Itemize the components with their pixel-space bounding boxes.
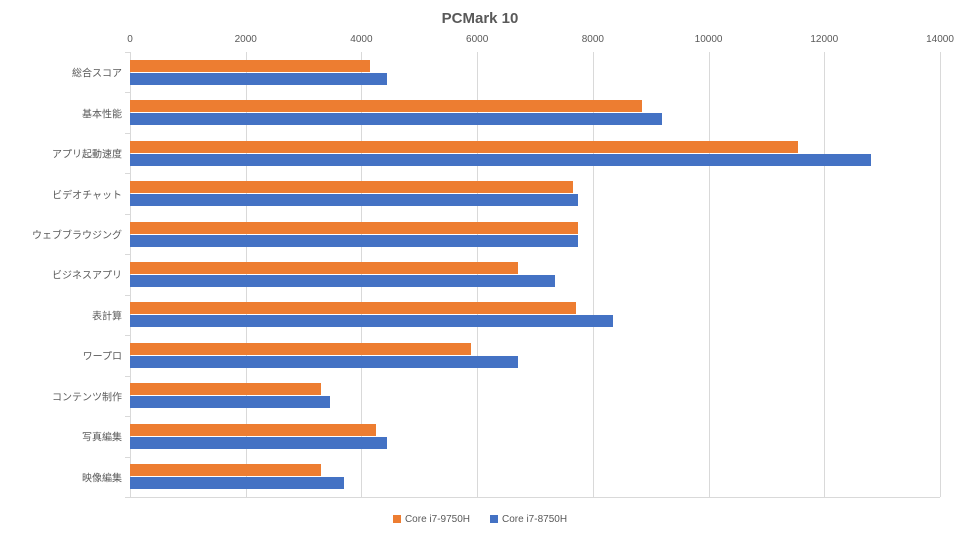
category-label: 総合スコア <box>2 65 122 80</box>
category-label: ワープロ <box>2 348 122 363</box>
category-row: 表計算 <box>130 295 940 335</box>
x-tick-label: 6000 <box>466 34 488 45</box>
category-label: 表計算 <box>2 307 122 322</box>
bar <box>130 302 576 314</box>
x-tick-label: 8000 <box>582 34 604 45</box>
bar <box>130 73 387 85</box>
category-label: コンテンツ制作 <box>2 388 122 403</box>
x-tick-label: 2000 <box>235 34 257 45</box>
bar <box>130 235 578 247</box>
category-row: 写真編集 <box>130 416 940 456</box>
bar <box>130 100 642 112</box>
bar <box>130 437 387 449</box>
x-tick-label: 12000 <box>810 34 838 45</box>
bar <box>130 315 613 327</box>
bar <box>130 113 662 125</box>
category-label: アプリ起動速度 <box>2 146 122 161</box>
bar <box>130 396 330 408</box>
category-label: 写真編集 <box>2 429 122 444</box>
category-row: ウェブブラウジング <box>130 214 940 254</box>
category-row: ビジネスアプリ <box>130 254 940 294</box>
category-row: ワープロ <box>130 335 940 375</box>
legend-label: Core i7-9750H <box>405 514 470 525</box>
y-tick <box>125 497 130 498</box>
category-label: ビデオチャット <box>2 186 122 201</box>
category-label: 基本性能 <box>2 105 122 120</box>
gridline <box>940 52 941 497</box>
bar <box>130 464 321 476</box>
bar <box>130 60 370 72</box>
legend: Core i7-9750H Core i7-8750H <box>0 514 960 527</box>
category-row: コンテンツ制作 <box>130 376 940 416</box>
bar <box>130 194 578 206</box>
bar <box>130 275 555 287</box>
category-row: 基本性能 <box>130 92 940 132</box>
chart-title: PCMark 10 <box>20 10 940 27</box>
x-tick-label: 10000 <box>695 34 723 45</box>
bar <box>130 262 518 274</box>
bar <box>130 424 376 436</box>
category-row: 総合スコア <box>130 52 940 92</box>
category-label: ビジネスアプリ <box>2 267 122 282</box>
category-row: ビデオチャット <box>130 173 940 213</box>
legend-swatch <box>490 515 498 523</box>
chart-container: PCMark 10 0 2000 4000 6000 8000 10000 12000 140… <box>0 0 960 540</box>
bar <box>130 141 798 153</box>
x-tick-label: 0 <box>127 34 133 45</box>
x-axis: 02000400060008000100001200014000 <box>130 34 940 50</box>
legend-label: Core i7-8750H <box>502 514 567 525</box>
legend-item: Core i7-9750H <box>393 514 470 525</box>
plot-area: 総合スコア基本性能アプリ起動速度ビデオチャットウェブブラウジングビジネスアプリ表… <box>130 52 940 498</box>
legend-swatch <box>393 515 401 523</box>
bar <box>130 356 518 368</box>
legend-item: Core i7-8750H <box>490 514 567 525</box>
category-label: ウェブブラウジング <box>2 227 122 242</box>
bar <box>130 477 344 489</box>
bar <box>130 383 321 395</box>
bar <box>130 154 871 166</box>
bar <box>130 181 573 193</box>
category-label: 映像編集 <box>2 469 122 484</box>
bar <box>130 343 471 355</box>
bar <box>130 222 578 234</box>
x-tick-label: 14000 <box>926 34 954 45</box>
category-row: アプリ起動速度 <box>130 133 940 173</box>
x-tick-label: 4000 <box>350 34 372 45</box>
category-row: 映像編集 <box>130 457 940 497</box>
